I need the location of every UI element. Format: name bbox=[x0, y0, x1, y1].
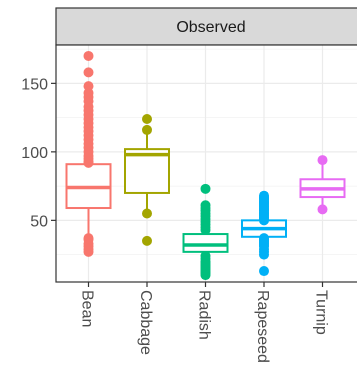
outlier-point bbox=[317, 204, 328, 215]
outlier-point bbox=[83, 87, 94, 98]
box-turnip bbox=[299, 155, 346, 215]
axes-layer: 50 100 150 Bean Cabbage Radish Rapeseed Turnip bbox=[21, 76, 329, 363]
y-tick-label: 150 bbox=[21, 76, 48, 93]
boxes-layer bbox=[65, 50, 346, 281]
y-tick-label: 50 bbox=[30, 213, 48, 230]
outlier-point bbox=[259, 233, 269, 244]
outlier-point bbox=[200, 200, 211, 211]
outlier-point bbox=[83, 233, 94, 244]
x-tick-label: Cabbage bbox=[137, 290, 154, 355]
box-iqr bbox=[182, 233, 229, 253]
box-iqr bbox=[124, 148, 170, 194]
outlier-point bbox=[83, 67, 94, 78]
outlier-point bbox=[83, 50, 94, 61]
outlier-point bbox=[142, 235, 152, 246]
box-cabbage bbox=[124, 113, 170, 246]
outlier-point bbox=[259, 190, 269, 201]
outlier-point bbox=[83, 81, 94, 92]
box-bean bbox=[65, 50, 112, 257]
x-tick-label: Bean bbox=[79, 290, 96, 327]
outlier-point bbox=[259, 266, 269, 277]
x-tick-label: Radish bbox=[196, 290, 213, 340]
x-tick-label: Turnip bbox=[313, 290, 330, 335]
strip-background bbox=[55, 7, 357, 46]
outlier-point bbox=[200, 183, 211, 194]
panel-border bbox=[55, 44, 357, 283]
outlier-point bbox=[200, 250, 211, 261]
outlier-point bbox=[317, 155, 328, 166]
outlier-point bbox=[142, 124, 152, 135]
outlier-point bbox=[142, 208, 152, 219]
x-tick-label: Rapeseed bbox=[254, 290, 271, 363]
outlier-point bbox=[142, 113, 152, 124]
box-rapeseed bbox=[241, 190, 287, 277]
grid-lines bbox=[56, 45, 357, 282]
box-radish bbox=[182, 183, 229, 281]
facet-strip-label: Observed bbox=[176, 19, 245, 36]
y-tick-label: 100 bbox=[21, 145, 48, 162]
